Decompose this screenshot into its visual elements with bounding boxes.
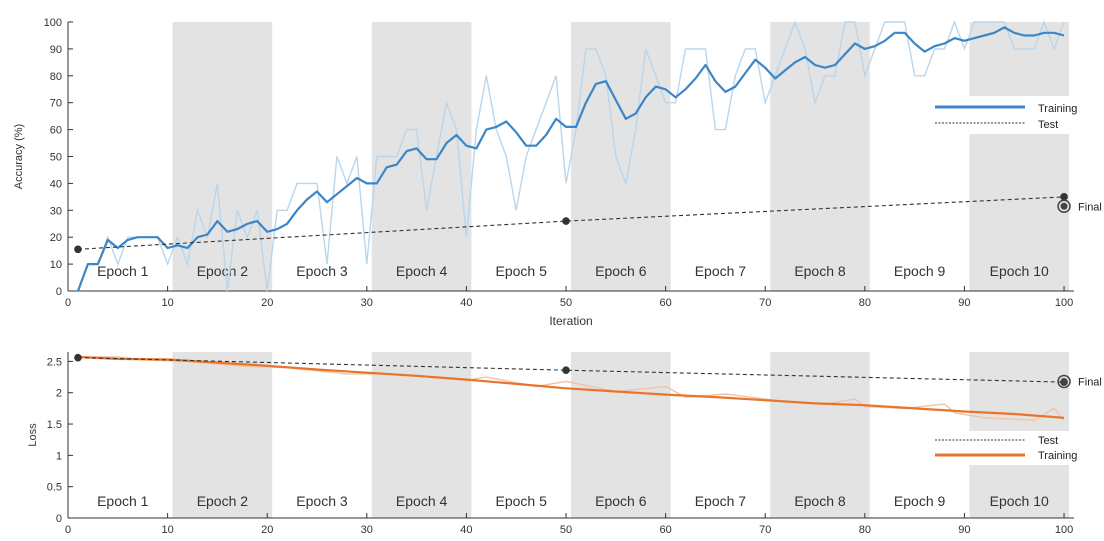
training-line	[77, 355, 1065, 419]
x-tick-label: 40	[460, 524, 472, 536]
x-tick-label: 50	[560, 297, 572, 309]
x-tick-label: 20	[261, 524, 273, 536]
final-label: Final	[1078, 201, 1102, 213]
epoch-label: Epoch 6	[595, 263, 647, 279]
y-tick-label: 0.5	[47, 482, 62, 494]
epoch-label: Epoch 4	[396, 493, 448, 509]
y-tick-label: 100	[44, 17, 62, 29]
epoch-label: Epoch 5	[496, 493, 548, 509]
y-tick-label: 70	[50, 98, 62, 110]
x-tick-label: 10	[161, 524, 173, 536]
x-tick-label: 60	[659, 297, 671, 309]
y-tick-label: 30	[50, 205, 62, 217]
training-raw-line	[77, 19, 1065, 292]
y-tick-label: 90	[50, 44, 62, 56]
y-tick-label: 0	[56, 286, 62, 298]
y-tick-label: 40	[50, 178, 62, 190]
test-point	[1060, 193, 1068, 201]
x-tick-label: 80	[859, 524, 871, 536]
legend-test-label: Test	[1038, 435, 1058, 447]
test-point	[562, 366, 570, 374]
epoch-label: Epoch 8	[794, 493, 846, 509]
training-line	[76, 26, 1065, 292]
final-marker-ring	[1057, 199, 1071, 214]
epoch-label: Epoch 3	[296, 493, 348, 509]
y-tick-label: 1	[56, 450, 62, 462]
epoch-label: Epoch 2	[197, 493, 249, 509]
legend-training-label: Training	[1038, 103, 1077, 115]
epoch-shade	[571, 22, 671, 291]
loss-legend-box	[930, 431, 1092, 465]
epoch-label: Epoch 10	[990, 493, 1049, 509]
epoch-label: Epoch 7	[695, 263, 747, 279]
epoch-label: Epoch 10	[990, 263, 1049, 279]
y-tick-label: 50	[50, 152, 62, 164]
x-tick-label: 20	[261, 297, 273, 309]
x-tick-label: 60	[659, 524, 671, 536]
x-tick-label: 70	[759, 297, 771, 309]
epoch-label: Epoch 8	[794, 263, 846, 279]
epoch-shade	[172, 22, 273, 291]
x-tick-label: 40	[460, 297, 472, 309]
legend-test-label: Test	[1038, 119, 1058, 131]
epoch-label: Epoch 5	[496, 263, 548, 279]
y-axis-label: Accuracy (%)	[13, 124, 25, 189]
test-point	[562, 217, 570, 225]
final-marker	[1060, 377, 1068, 385]
epoch-label: Epoch 2	[197, 263, 249, 279]
y-tick-label: 2	[56, 388, 62, 400]
x-tick-label: 100	[1055, 297, 1073, 309]
epoch-label: Epoch 9	[894, 493, 946, 509]
final-marker-ring	[1057, 374, 1071, 389]
epoch-label: Epoch 7	[695, 493, 747, 509]
test-point	[74, 353, 82, 362]
y-tick-label: 60	[50, 125, 62, 137]
y-axis-label: Loss	[27, 423, 39, 447]
y-tick-label: 2.5	[47, 356, 62, 368]
final-marker	[1060, 202, 1068, 210]
x-axis-label: Iteration	[549, 314, 592, 328]
x-tick-label: 90	[958, 297, 970, 309]
final-label: Final	[1078, 376, 1102, 388]
y-tick-label: 10	[50, 259, 62, 271]
epoch-shade	[770, 22, 870, 291]
epoch-label: Epoch 6	[595, 493, 647, 509]
y-tick-label: 0	[56, 513, 62, 525]
epoch-shade	[969, 22, 1070, 291]
epoch-label: Epoch 1	[97, 493, 149, 509]
epoch-shade	[571, 352, 671, 518]
epoch-label: Epoch 9	[894, 263, 946, 279]
x-tick-label: 80	[859, 297, 871, 309]
x-tick-label: 0	[65, 297, 71, 309]
legend-training-label: Training	[1038, 450, 1077, 462]
accuracy-panel: Epoch 1 Epoch 2 Epoch 3 Epoch 4 Epoch 5 Epoch…	[13, 17, 1102, 328]
x-tick-label: 30	[361, 297, 373, 309]
y-tick-label: 80	[50, 71, 62, 83]
epoch-shade	[172, 352, 273, 518]
test-point	[74, 245, 82, 254]
accuracy-legend: Training Test	[930, 96, 1092, 134]
x-tick-label: 70	[759, 524, 771, 536]
x-tick-label: 30	[361, 524, 373, 536]
x-tick-label: 0	[65, 524, 71, 536]
test-line	[77, 357, 1065, 383]
epoch-label: Epoch 4	[396, 263, 448, 279]
x-tick-label: 100	[1055, 524, 1073, 536]
epoch-shade	[770, 352, 870, 518]
x-tick-label: 10	[161, 297, 173, 309]
test-line	[77, 196, 1065, 250]
epoch-label: Epoch 1	[97, 263, 149, 279]
loss-legend: Test Training	[930, 431, 1092, 465]
accuracy-legend-box	[930, 96, 1092, 134]
x-tick-label: 90	[958, 524, 970, 536]
y-tick-label: 20	[50, 232, 62, 244]
epoch-label: Epoch 3	[296, 263, 348, 279]
y-tick-label: 1.5	[47, 419, 62, 431]
x-tick-label: 50	[560, 524, 572, 536]
